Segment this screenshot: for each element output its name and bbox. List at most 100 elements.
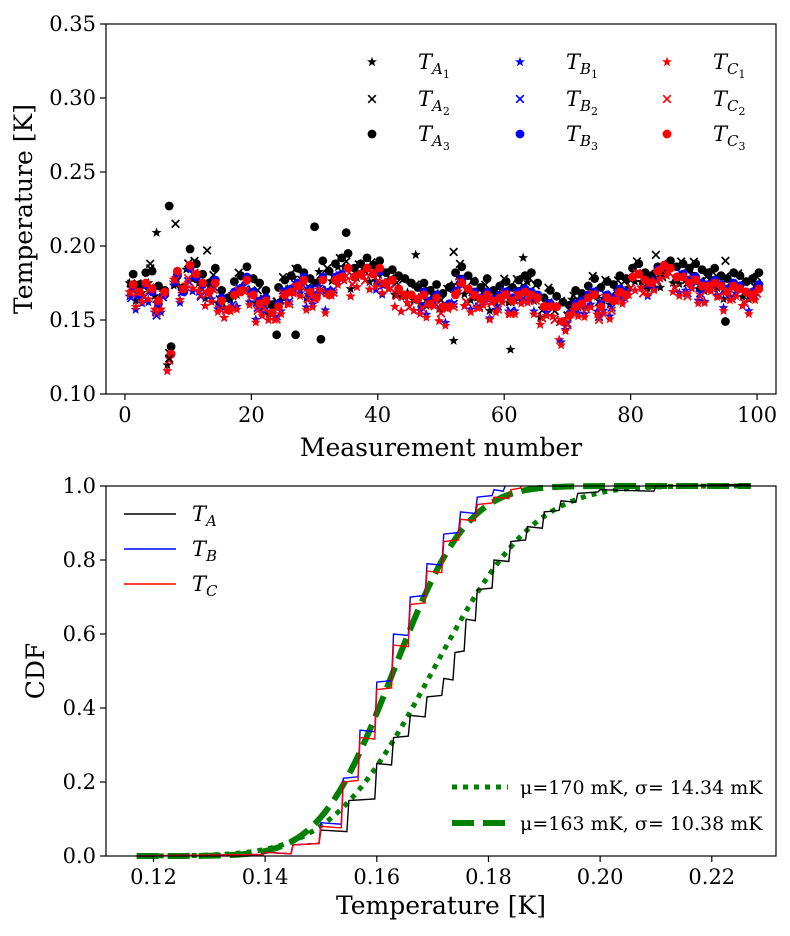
data-point [210,263,220,273]
data-point [508,296,517,306]
data-point [739,298,749,308]
data-point [678,272,688,282]
data-point [634,259,644,269]
y-tick-label: 0.0 [63,844,96,868]
data-point [470,277,479,286]
data-point [545,302,555,312]
cdf-y-ticks: 0.0 0.2 0.4 0.6 0.8 1.0 [63,474,106,868]
data-point [181,279,192,289]
data-point [604,299,615,309]
data-point [666,263,675,273]
data-point [318,256,328,266]
data-point [710,263,720,273]
data-point-outlier [505,344,516,354]
data-point [160,287,170,297]
data-point [510,308,520,319]
x-tick-label: 0 [118,403,131,427]
data-point [147,266,157,276]
data-point [712,291,723,302]
data-point [307,301,318,312]
data-point [373,276,383,286]
data-point [497,297,508,307]
data-point [295,290,305,301]
data-point [267,308,277,317]
data-point [242,275,252,285]
data-point [503,309,514,319]
data-point [718,293,729,304]
data-point [253,306,263,316]
data-point-outlier [721,256,730,266]
data-point [259,304,269,314]
data-point [257,310,268,321]
data-point [592,309,603,319]
data-point [345,291,356,301]
data-point [430,301,440,311]
scatter-x-axis-label: Measurement number [300,433,582,462]
cdf-plot-frame [105,485,777,857]
cdf-panel: 0.12 0.14 0.16 0.18 0.20 0.22 0.0 0.2 0.4 0.6 0.8… [21,474,777,920]
data-point [482,290,492,300]
data-point-outlier [651,250,661,260]
data-point [617,298,628,309]
data-point [351,281,362,292]
data-point [386,283,395,293]
data-point [596,283,606,292]
data-point [301,304,312,315]
data-point [695,289,705,298]
data-point [421,312,432,322]
data-point [156,304,166,314]
data-point [274,283,283,292]
legend-label: TB2 [566,87,598,118]
data-point [219,302,230,312]
data-point [389,301,400,311]
data-point [686,268,697,278]
data-point [204,287,214,297]
x-tick-label: 0.12 [130,865,177,889]
data-point [263,314,274,325]
data-point [449,302,459,312]
legend-label: TC2 [713,87,746,118]
data-point [248,290,258,300]
data-point [432,293,441,303]
data-point [674,278,685,289]
data-point [459,300,470,311]
legend-marker [367,56,377,67]
legend-label: TB [192,537,217,565]
data-point [596,302,606,312]
data-point [598,308,609,318]
cdf-lines [136,483,752,859]
y-tick-label: 0.2 [63,770,96,794]
legend-label: TA2 [418,87,450,118]
scatter-plot-frame [105,23,777,395]
data-point [288,272,299,282]
data-point [219,312,230,322]
empirical-cdf-line [136,485,523,857]
data-point [196,292,206,301]
data-point [130,295,141,305]
data-point [533,278,543,288]
data-point [162,359,173,370]
data-point-outlier [518,252,529,263]
data-point [217,286,227,295]
legend-label: TA1 [418,50,450,81]
data-point-outlier [341,228,351,238]
data-point [533,293,543,303]
data-point [668,286,678,297]
data-point [535,319,546,329]
cdf-x-axis-label: Temperature [K] [336,891,546,920]
data-point-outlier [272,330,282,340]
data-point [560,325,571,336]
data-point [166,342,176,352]
data-point [434,315,445,326]
x-tick-label: 60 [491,403,518,427]
data-point [461,297,471,307]
data-point [566,294,577,304]
data-point [750,294,761,305]
data-point [718,305,729,316]
data-point [276,308,287,319]
legend-marker [662,94,672,104]
data-point [364,284,375,294]
data-point [370,284,381,294]
legend-marker [515,94,525,104]
